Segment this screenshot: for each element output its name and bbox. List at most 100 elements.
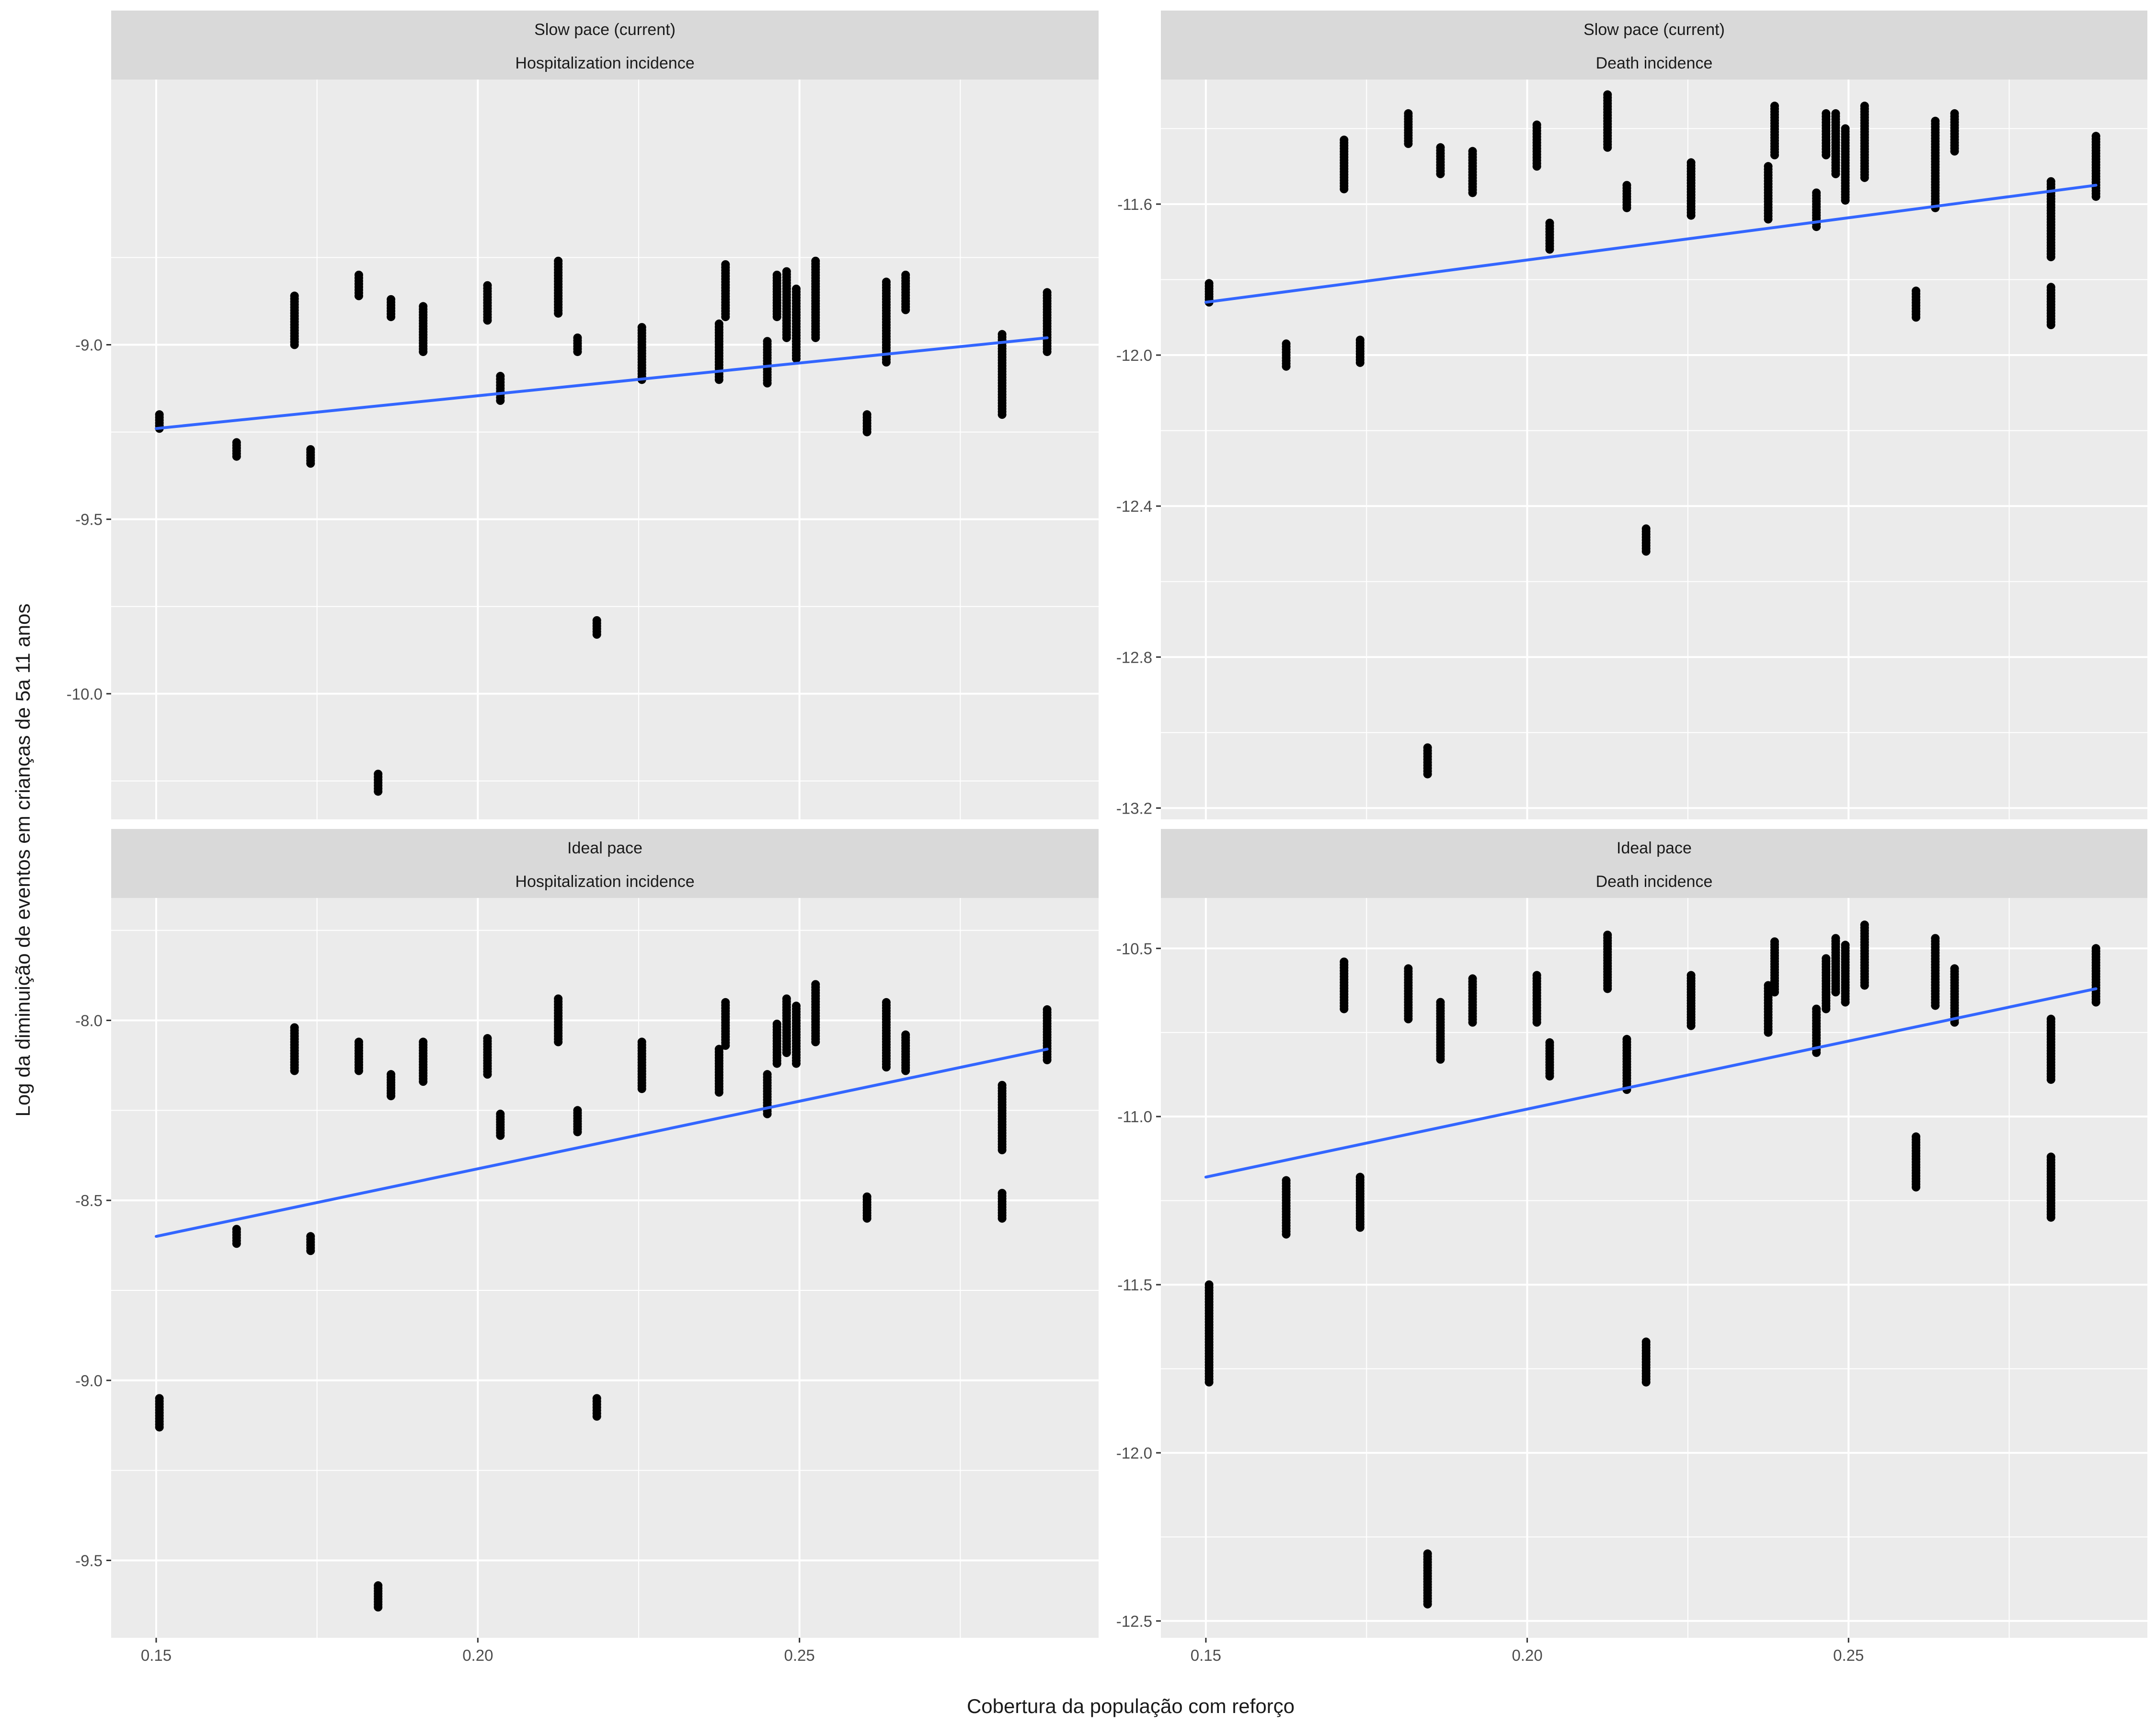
point-column — [763, 337, 772, 388]
point-column — [1931, 116, 1940, 212]
point-column — [1340, 957, 1349, 1013]
point-column — [862, 1192, 872, 1223]
y-tick-label: -8.0 — [75, 1012, 103, 1029]
y-tick-label: -12.5 — [1116, 1612, 1152, 1630]
point-column — [721, 998, 730, 1050]
data-point — [1603, 984, 1612, 993]
facet-panel: Slow pace (current) Death incidence -11.6 -… — [1116, 11, 2147, 819]
point-column — [1770, 937, 1779, 997]
point-column — [714, 319, 723, 384]
point-column — [811, 980, 820, 1046]
point-column — [772, 1019, 781, 1068]
data-point — [354, 1066, 363, 1075]
point-column — [782, 994, 791, 1058]
data-point — [290, 1066, 299, 1075]
data-point — [1912, 1183, 1921, 1192]
point-column — [496, 372, 505, 405]
data-point — [811, 1037, 820, 1046]
point-column — [387, 1070, 396, 1101]
data-point — [882, 1063, 891, 1072]
data-point — [714, 375, 723, 384]
data-point — [1204, 1378, 1214, 1387]
point-column — [721, 260, 730, 322]
data-point — [2091, 998, 2100, 1007]
data-point — [155, 1423, 164, 1432]
data-point — [554, 1037, 563, 1046]
point-column — [1931, 934, 1940, 1010]
data-point — [1860, 173, 1869, 182]
fit-line — [154, 1047, 1049, 1238]
x-tick-label: 0.15 — [1191, 1646, 1221, 1664]
data-point — [1860, 981, 1869, 990]
point-column — [354, 1037, 363, 1075]
panel-background — [111, 898, 1099, 1638]
data-point — [573, 1127, 582, 1137]
point-column — [998, 1189, 1007, 1223]
point-column — [1404, 109, 1413, 148]
data-point — [1282, 1230, 1291, 1239]
fit-line — [1204, 987, 2098, 1179]
point-column — [1812, 1004, 1821, 1057]
facet-strip — [111, 829, 1099, 898]
point-column — [387, 295, 396, 322]
data-point — [387, 1092, 396, 1101]
point-column — [782, 267, 791, 342]
data-point — [1603, 143, 1612, 152]
point-column — [1404, 964, 1413, 1024]
facet-row-label: Slow pace (current) — [534, 21, 676, 39]
data-point — [1468, 188, 1477, 197]
data-point — [1340, 184, 1349, 194]
point-column — [1043, 1005, 1052, 1065]
data-point — [862, 1214, 872, 1223]
point-column — [1603, 90, 1612, 152]
data-point — [483, 316, 492, 325]
x-tick-label: 0.25 — [1833, 1646, 1864, 1664]
point-column — [2046, 283, 2055, 330]
point-column — [772, 270, 781, 322]
point-column — [419, 1037, 428, 1086]
point-column — [1822, 954, 1831, 1013]
y-tick-label: -12.0 — [1116, 1444, 1152, 1462]
point-column — [637, 1037, 646, 1093]
point-column — [306, 445, 315, 468]
data-point — [1043, 1056, 1052, 1065]
point-column — [637, 323, 646, 384]
data-point — [1423, 1599, 1432, 1609]
data-point — [1043, 347, 1052, 356]
point-column — [419, 302, 428, 356]
point-column — [1770, 102, 1779, 160]
point-column — [1468, 974, 1477, 1027]
data-point — [1622, 203, 1631, 212]
y-tick-label: -10.0 — [67, 685, 103, 703]
data-point — [573, 347, 582, 356]
point-column — [862, 410, 872, 437]
point-column — [155, 1394, 164, 1432]
y-tick-label: -9.0 — [75, 1372, 103, 1390]
y-tick-label: -12.4 — [1116, 497, 1152, 515]
point-column — [232, 1225, 241, 1248]
point-column — [2046, 1014, 2055, 1084]
data-point — [1841, 998, 1850, 1007]
data-point — [811, 333, 820, 342]
y-tick-label: -9.0 — [75, 336, 103, 354]
point-column — [882, 998, 891, 1072]
data-point — [2046, 253, 2055, 262]
point-column — [1545, 1038, 1554, 1081]
data-point — [782, 1048, 791, 1058]
data-point — [1950, 147, 1959, 156]
data-point — [232, 1239, 241, 1248]
facet-col-label: Hospitalization incidence — [515, 54, 694, 72]
x-tick-label: 0.15 — [141, 1646, 172, 1664]
point-column — [1622, 181, 1631, 212]
point-column — [1860, 920, 1869, 990]
point-column — [1764, 162, 1773, 224]
facet-row-label: Ideal pace — [567, 839, 642, 857]
data-point — [714, 1088, 723, 1097]
point-column — [374, 1581, 383, 1612]
fit-line — [1204, 184, 2098, 304]
panel-background — [1161, 898, 2147, 1638]
data-point — [1423, 770, 1432, 779]
x-axis-title: Cobertura da população com reforço — [967, 1695, 1295, 1717]
point-column — [1812, 188, 1821, 231]
x-tick-label: 0.20 — [1512, 1646, 1542, 1664]
